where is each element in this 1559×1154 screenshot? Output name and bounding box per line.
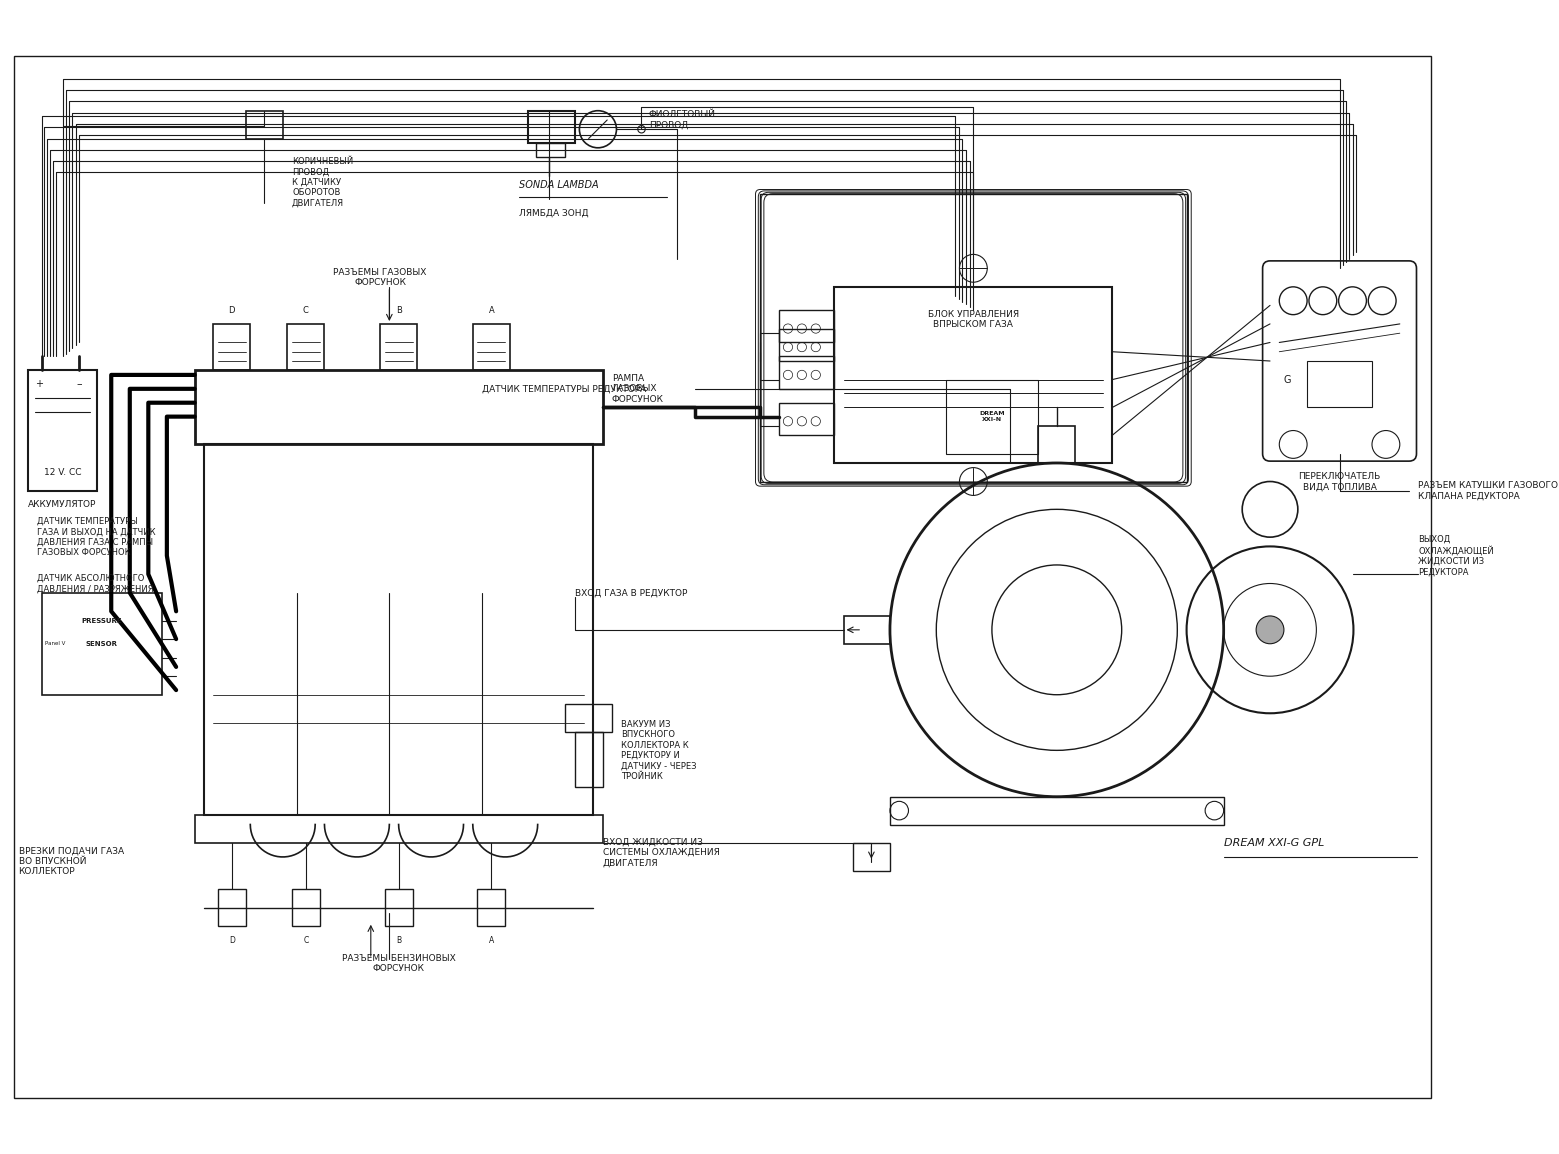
Text: –: – xyxy=(76,380,81,389)
Bar xyxy=(890,796,1224,824)
Text: ВЫХОД
ОХЛАЖДАЮЩЕЙ
ЖИДКОСТИ ИЗ
РЕДУКТОРА: ВЫХОД ОХЛАЖДАЮЩЕЙ ЖИДКОСТИ ИЗ РЕДУКТОРА xyxy=(1419,535,1494,576)
Text: ПЕРЕКЛЮЧАТЕЛЬ
ВИДА ТОПЛИВА: ПЕРЕКЛЮЧАТЕЛЬ ВИДА ТОПЛИВА xyxy=(1299,472,1381,492)
Circle shape xyxy=(1257,616,1285,644)
Bar xyxy=(946,380,1038,454)
Text: Panel V: Panel V xyxy=(45,642,65,646)
Bar xyxy=(195,815,603,844)
Bar xyxy=(1038,426,1076,463)
Text: SONDA LAMBDA: SONDA LAMBDA xyxy=(519,180,599,190)
Text: SENSOR: SENSOR xyxy=(86,640,118,646)
Text: DREAM
XXI-N: DREAM XXI-N xyxy=(979,411,1004,422)
Bar xyxy=(778,357,834,389)
Text: ВАКУУМ ИЗ
ВПУСКНОГО
КОЛЛЕКТОРА К
РЕДУКТОРУ И
ДАТЧИКУ - ЧЕРЕЗ
ТРОЙНИК: ВАКУУМ ИЗ ВПУСКНОГО КОЛЛЕКТОРА К РЕДУКТО… xyxy=(620,720,697,781)
Bar xyxy=(380,324,418,370)
Bar xyxy=(778,403,834,435)
Bar xyxy=(575,732,603,787)
Text: B: B xyxy=(396,306,402,315)
Bar xyxy=(566,704,611,732)
Bar xyxy=(477,890,505,927)
Text: A: A xyxy=(488,306,494,315)
Text: G: G xyxy=(1285,375,1291,384)
Bar xyxy=(214,324,251,370)
Bar xyxy=(853,844,890,871)
Text: КОРИЧНЕВЫЙ
ПРОВОД
К ДАТЧИКУ
ОБОРОТОВ
ДВИГАТЕЛЯ: КОРИЧНЕВЫЙ ПРОВОД К ДАТЧИКУ ОБОРОТОВ ДВИ… xyxy=(292,157,354,208)
Bar xyxy=(204,444,594,815)
Bar xyxy=(472,324,510,370)
Text: B: B xyxy=(396,936,401,945)
Text: ДАТЧИК ТЕМПЕРАТУРЫ РЕДУКТОРА: ДАТЧИК ТЕМПЕРАТУРЫ РЕДУКТОРА xyxy=(482,384,647,394)
Text: D: D xyxy=(229,306,235,315)
Bar xyxy=(834,287,1113,463)
Bar xyxy=(292,890,320,927)
Text: РАЗЪЕМ КАТУШКИ ГАЗОВОГО
КЛАПАНА РЕДУКТОРА: РАЗЪЕМ КАТУШКИ ГАЗОВОГО КЛАПАНА РЕДУКТОР… xyxy=(1419,481,1559,501)
Bar xyxy=(529,111,575,143)
Text: C: C xyxy=(302,306,309,315)
Bar xyxy=(287,324,324,370)
Text: ЛЯМБДА ЗОНД: ЛЯМБДА ЗОНД xyxy=(519,208,589,217)
Bar xyxy=(218,890,246,927)
Text: ВРЕЗКИ ПОДАЧИ ГАЗА
ВО ВПУСКНОЙ
КОЛЛЕКТОР: ВРЕЗКИ ПОДАЧИ ГАЗА ВО ВПУСКНОЙ КОЛЛЕКТОР xyxy=(19,847,123,877)
Text: ВХОД ЖИДКОСТИ ИЗ
СИСТЕМЫ ОХЛАЖДЕНИЯ
ДВИГАТЕЛЯ: ВХОД ЖИДКОСТИ ИЗ СИСТЕМЫ ОХЛАЖДЕНИЯ ДВИГ… xyxy=(603,838,719,867)
Bar xyxy=(385,890,413,927)
Text: C: C xyxy=(304,936,309,945)
Bar xyxy=(761,194,1186,481)
Bar xyxy=(42,593,162,695)
Bar xyxy=(246,111,282,138)
Text: РАЗЪЕМЫ ГАЗОВЫХ
ФОРСУНОК: РАЗЪЕМЫ ГАЗОВЫХ ФОРСУНОК xyxy=(334,268,427,287)
Text: 12 V. CC: 12 V. CC xyxy=(44,467,81,477)
Text: ДАТЧИК АБСОЛЮТНОГО
ДАВЛЕНИЯ / РАЗРЯЖЕНИЯ: ДАТЧИК АБСОЛЮТНОГО ДАВЛЕНИЯ / РАЗРЯЖЕНИЯ xyxy=(37,574,154,593)
Text: АККУМУЛЯТОР: АККУМУЛЯТОР xyxy=(28,500,97,509)
Bar xyxy=(778,310,834,343)
Text: PRESSURE: PRESSURE xyxy=(81,617,122,623)
Text: D: D xyxy=(229,936,235,945)
Text: ДАТЧИК ТЕМПЕРАТУРЫ
ГАЗА И ВЫХОД НА ДАТЧИК
ДАВЛЕНИЯ ГАЗА С РАМПЫ
ГАЗОВЫХ ФОРСУНОК: ДАТЧИК ТЕМПЕРАТУРЫ ГАЗА И ВЫХОД НА ДАТЧИ… xyxy=(37,517,156,557)
Text: ВХОД ГАЗА В РЕДУКТОР: ВХОД ГАЗА В РЕДУКТОР xyxy=(575,589,688,598)
Bar xyxy=(843,616,890,644)
Bar xyxy=(1306,361,1372,407)
Bar xyxy=(28,370,97,490)
Bar xyxy=(195,370,603,444)
Bar xyxy=(536,143,566,157)
Text: DREAM XXI-G GPL: DREAM XXI-G GPL xyxy=(1224,838,1324,848)
Text: ФИОЛЕТОВЫЙ
ПРОВОД: ФИОЛЕТОВЫЙ ПРОВОД xyxy=(649,111,716,129)
Text: РАЗЪЕМЫ БЕНЗИНОВЫХ
ФОРСУНОК: РАЗЪЕМЫ БЕНЗИНОВЫХ ФОРСУНОК xyxy=(341,954,455,973)
Bar xyxy=(778,329,834,361)
Text: A: A xyxy=(488,936,494,945)
Text: +: + xyxy=(34,380,44,389)
Text: БЛОК УПРАВЛЕНИЯ
ВПРЫСКОМ ГАЗА: БЛОК УПРАВЛЕНИЯ ВПРЫСКОМ ГАЗА xyxy=(928,309,1020,329)
Text: РАМПА
ГАЗОВЫХ
ФОРСУНОК: РАМПА ГАЗОВЫХ ФОРСУНОК xyxy=(611,374,664,404)
